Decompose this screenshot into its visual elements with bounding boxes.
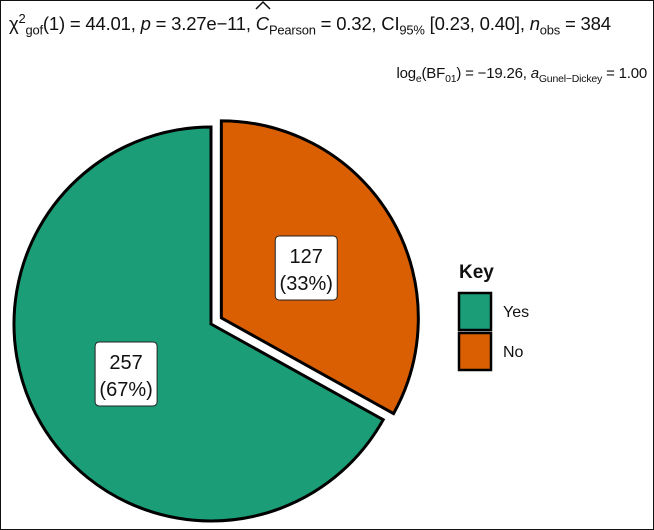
ci-subscript: 95% xyxy=(399,22,425,38)
slice-label-box-yes xyxy=(94,341,158,407)
slice-label-yes: 257 (67%) xyxy=(94,341,158,407)
stat-value: = 44.01, xyxy=(69,13,141,34)
legend-title: Key xyxy=(459,262,494,283)
slice-label-box-no xyxy=(274,235,338,301)
legend-swatch-yes xyxy=(457,291,493,332)
n-subscript: obs xyxy=(539,22,561,38)
degrees-of-freedom: (1) xyxy=(42,13,65,34)
pie-slice-yes xyxy=(12,125,386,523)
slice-count-label-yes: 257 xyxy=(109,352,142,374)
bf-subscript: 01 xyxy=(445,73,457,85)
stat-subscript: gof xyxy=(25,22,44,38)
effsize-value: = 0.32, CI xyxy=(315,13,400,34)
chart-caption: loge(BF01) = −19.26, aGunel−Dickey = 1.0… xyxy=(396,65,647,85)
bf-log-subscript: e xyxy=(415,73,422,85)
effsize-subscript: Pearson xyxy=(268,22,316,38)
hat-accent xyxy=(255,0,271,10)
effsize-symbol: C xyxy=(255,0,271,35)
slice-count-label-no: 127 xyxy=(290,246,323,268)
n-label: n xyxy=(529,13,540,34)
a-value: = 1.00 xyxy=(602,65,647,82)
slice-percent-label-no: (33%) xyxy=(280,273,333,295)
n-value: = 384 xyxy=(560,13,611,34)
bf-prefix: log xyxy=(396,65,416,82)
legend-label-no: No xyxy=(503,344,524,361)
p-value: = 3.27e−11, xyxy=(150,13,256,34)
stat-superscript: 2 xyxy=(18,10,26,26)
ci-value: [0.23, 0.40], xyxy=(424,13,530,34)
stat-symbol: χ xyxy=(9,13,19,34)
a-label: a xyxy=(530,65,539,82)
legend-label-yes: Yes xyxy=(503,304,529,321)
bf-value: ) = −19.26, xyxy=(456,65,531,82)
slice-label-no: 127 (33%) xyxy=(274,235,338,301)
legend-swatch-no xyxy=(457,331,493,372)
legend: Key Yes No xyxy=(457,262,529,372)
slice-percent-label-yes: (67%) xyxy=(99,379,152,401)
p-label: p xyxy=(140,13,151,34)
a-subscript: Gunel−Dickey xyxy=(538,73,603,85)
chart-subtitle: χ2gof(1) = 44.01, p = 3.27e−11, CPearson… xyxy=(9,0,654,38)
bf-open: (BF xyxy=(421,65,446,82)
